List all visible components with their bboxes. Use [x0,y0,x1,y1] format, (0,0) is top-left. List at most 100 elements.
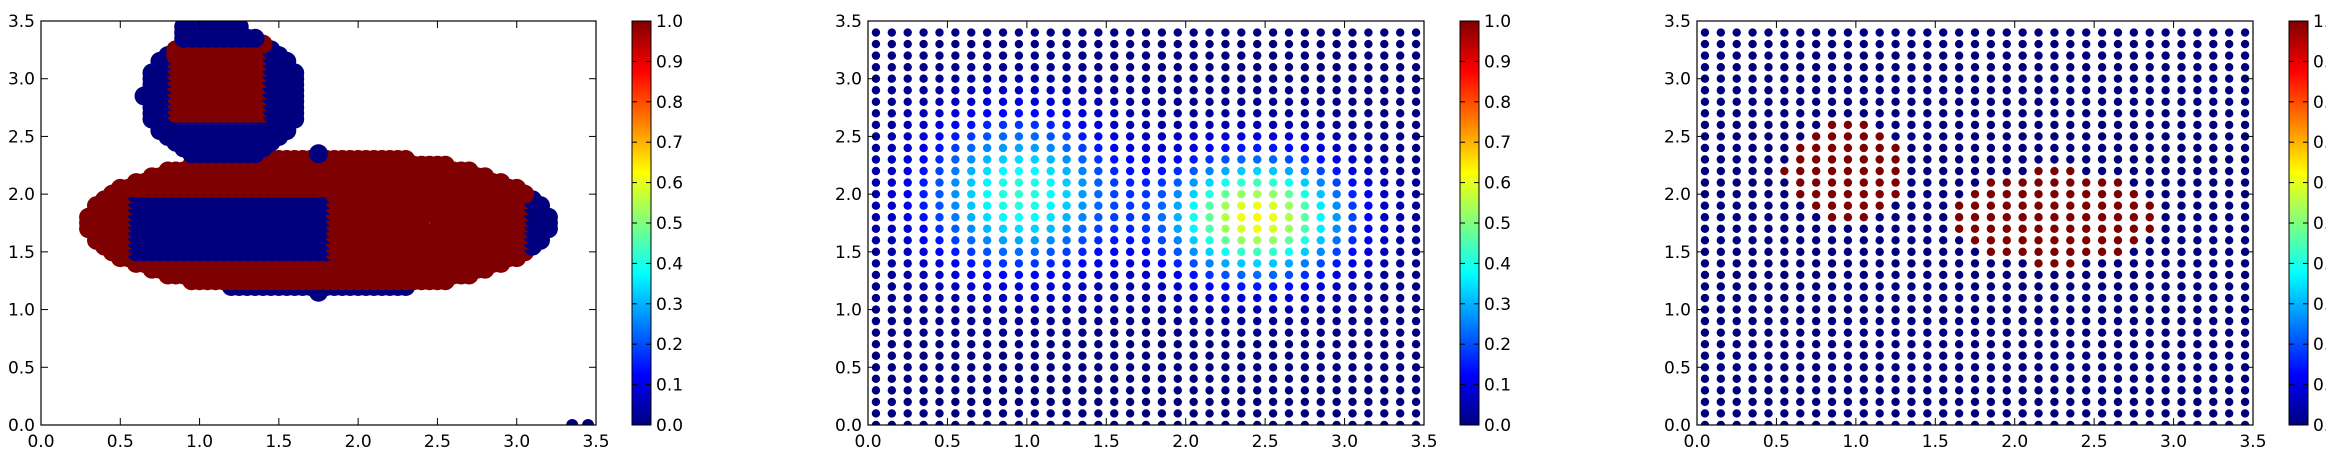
data-point [2113,374,2123,384]
data-point [1954,166,1964,176]
data-point [919,86,928,95]
data-point [903,62,912,72]
data-point [1796,74,1805,83]
data-point [887,120,897,130]
data-point [1094,74,1103,83]
data-point [919,201,928,210]
data-point [2224,155,2234,164]
data-point [1843,120,1853,130]
data-point [2209,397,2218,407]
data-point [1780,62,1789,72]
data-point [967,282,976,291]
data-point [998,224,1008,233]
data-point [2129,340,2139,349]
data-point [1253,213,1262,222]
data-point [1732,397,1741,407]
data-point [919,305,928,314]
data-point [2097,386,2107,395]
data-point [1875,155,1884,164]
data-point [1348,178,1357,187]
data-point [935,247,944,257]
data-point [1062,86,1071,95]
data-point [951,409,960,418]
data-point [871,316,881,326]
data-point [1268,351,1278,360]
data-point [935,397,944,407]
data-point [1125,62,1135,72]
data-point [2113,293,2123,303]
data-point [1875,247,1884,257]
x-tick-label: 3.0 [2160,432,2187,452]
data-point [1189,201,1198,210]
data-point [2018,109,2027,118]
data-point [1205,328,1214,337]
data-point [2034,316,2043,326]
data-point [1332,166,1341,176]
data-point [1859,316,1869,326]
data-point [1891,409,1900,418]
data-point [1907,51,1916,60]
data-point [1046,97,1055,107]
data-point [1141,155,1151,164]
data-point [919,270,928,280]
data-point [1094,282,1103,291]
data-point [1030,305,1040,314]
data-point [1780,247,1789,257]
data-point [1954,224,1964,233]
data-point [1923,374,1932,384]
data-point [1716,351,1726,360]
data-point [1030,201,1040,210]
data-point [396,150,416,170]
data-point [1970,120,1980,130]
data-point [1954,316,1964,326]
data-point [1237,178,1246,187]
data-point [1954,28,1964,37]
data-point [1395,189,1405,199]
data-point [1364,305,1373,314]
data-point [2161,293,2170,303]
data-point [2082,39,2091,49]
data-point [1939,120,1948,130]
data-point [1237,409,1246,418]
colorbar-tick-label: 0.1 [2313,376,2326,396]
data-point [1380,213,1389,222]
data-point [1939,213,1948,222]
data-point [887,178,897,187]
data-point [1205,74,1214,83]
data-point [1364,189,1373,199]
data-point [1411,62,1421,72]
data-point [1907,386,1916,395]
data-point [2224,51,2234,60]
data-point [1700,374,1710,384]
data-point [1780,155,1789,164]
data-point [1189,97,1198,107]
data-point [1395,166,1405,176]
data-point [935,409,944,418]
data-point [1364,270,1373,280]
data-point [1986,166,1996,176]
data-point [2018,178,2027,187]
data-point [1284,374,1294,384]
data-point [1780,236,1789,245]
data-point [2193,236,2202,245]
data-point [887,39,897,49]
data-point [1046,316,1055,326]
data-point [1970,74,1980,83]
data-point [1237,109,1246,118]
data-point [1716,62,1726,72]
data-point [1970,397,1980,407]
data-point [1046,397,1055,407]
data-point [1939,386,1948,395]
data-point [2240,86,2250,95]
data-point [2050,316,2059,326]
data-point [2002,74,2011,83]
data-point [1078,86,1087,95]
data-point [1843,247,1853,257]
data-point [1907,328,1916,337]
data-point [1316,201,1325,210]
data-point [1827,62,1837,72]
data-point [1300,420,1310,425]
data-point [1827,374,1837,384]
data-point [2097,409,2107,418]
data-point [1046,132,1055,141]
